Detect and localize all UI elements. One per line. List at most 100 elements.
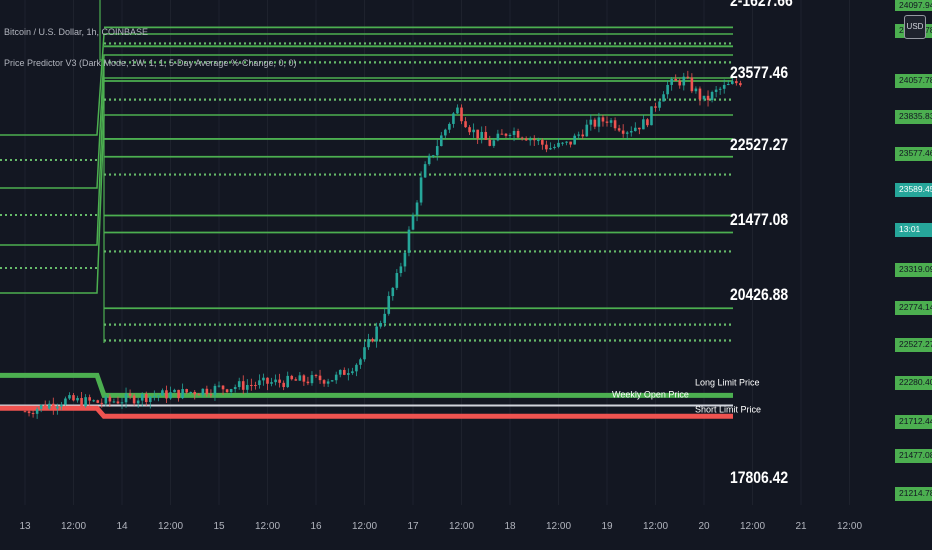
time-axis-label: 12:00 [157, 521, 184, 532]
candle-body [415, 202, 419, 216]
candle-body [698, 88, 702, 100]
candle-body [638, 127, 641, 130]
symbol-legend[interactable]: Bitcoin / U.S. Dollar, 1h, COINBASE [4, 27, 149, 37]
candle-body [403, 252, 407, 267]
candle-body [326, 381, 330, 384]
candle-body [726, 83, 730, 85]
short-limit-label: Short Limit Price [695, 404, 761, 414]
candle-body [589, 119, 593, 125]
candle-body [464, 121, 467, 128]
time-axis-label: 12:00 [545, 521, 572, 532]
price-scale[interactable]: 24097.9424320.7824057.7823835.8323577.46… [895, 0, 932, 505]
price-scale-label: 22774.14 [895, 301, 932, 315]
candle-body [674, 78, 678, 81]
candle-body [435, 146, 439, 156]
candle-body [577, 134, 581, 136]
candle-body [625, 132, 629, 134]
candle-body [116, 401, 120, 404]
candle-body [47, 403, 51, 409]
candle-body [399, 266, 403, 274]
candle-body [484, 131, 488, 140]
candle-body [108, 396, 112, 402]
candle-body [460, 107, 463, 122]
long-limit-line [0, 372, 733, 398]
candle-body [136, 400, 140, 404]
time-axis-label: 12:00 [739, 521, 766, 532]
candle-body [266, 377, 269, 384]
candle-body [545, 144, 548, 150]
candle-body [363, 347, 366, 360]
candle-body [217, 385, 221, 387]
candle-body [722, 84, 726, 89]
candle-body [338, 369, 342, 375]
time-axis-label: 12:00 [254, 521, 281, 532]
weekly-open-label: Weekly Open Price [612, 389, 689, 399]
candle-body [500, 133, 504, 135]
candle-body [205, 388, 209, 395]
candle-body [250, 384, 253, 386]
candle-body [201, 388, 205, 395]
candle-body [524, 138, 528, 141]
price-scale-label: 23835.83 [895, 110, 932, 124]
level-price-label: 23577.46 [730, 64, 788, 83]
candle-body [35, 408, 39, 414]
candle-body [221, 385, 225, 390]
time-axis-label: 21 [795, 521, 807, 532]
candle-body [387, 296, 391, 314]
price-chart[interactable]: 2-1627.66 23577.46 22527.27 21477.08 20426.8… [0, 0, 895, 505]
time-axis-label: 16 [310, 521, 322, 532]
candle-body [419, 177, 423, 203]
candle-body [569, 141, 572, 145]
candle-body [310, 375, 314, 384]
candle-body [189, 391, 193, 393]
time-axis-label: 13 [19, 521, 31, 532]
level-price-label: 21477.08 [730, 211, 788, 230]
candle-body [391, 287, 395, 297]
candle-body [650, 106, 653, 126]
candle-body [379, 323, 382, 327]
candle-body [532, 138, 536, 141]
price-scale-label: 23319.09 [895, 263, 932, 277]
candle-body [120, 402, 124, 404]
candle-body [492, 140, 496, 146]
time-axis[interactable]: 13 12:00 14 12:00 15 12:00 16 12:00 17 12:00 18 12:… [0, 505, 932, 550]
candle-body [225, 389, 229, 393]
candle-body [314, 375, 318, 377]
candle-body [100, 402, 104, 404]
previous-week-level-line [0, 77, 733, 246]
candle-body [165, 390, 168, 399]
candle-body [80, 398, 83, 407]
current-price-label: 13:01 [895, 223, 932, 237]
candle-body [541, 140, 544, 145]
candle-body [581, 134, 585, 137]
candle-body [573, 135, 576, 145]
candle-body [629, 131, 633, 133]
candle-body [359, 359, 362, 365]
time-axis-label: 12:00 [448, 521, 475, 532]
candle-body [72, 395, 75, 401]
candle-body [237, 381, 241, 388]
currency-button[interactable]: USD [904, 15, 926, 39]
previous-week-level-line [0, 33, 733, 136]
candle-body [294, 379, 298, 381]
indicator-legend[interactable]: Price Predictor V3 (Dark Mode, 1W, 1, 1,… [4, 58, 297, 68]
candle-body [448, 123, 451, 130]
candle-body [468, 127, 471, 133]
candle-body [739, 83, 742, 86]
candle-body [597, 117, 601, 127]
candle-body [686, 76, 690, 78]
candle-body [658, 101, 661, 108]
level-price-label: 2-1627.66 [730, 0, 793, 10]
candle-body [330, 380, 334, 382]
current-price-label: 23589.45 [895, 183, 932, 197]
candle-body [694, 88, 698, 92]
time-axis-label: 15 [213, 521, 225, 532]
candle-body [654, 106, 657, 108]
time-axis-label: 14 [116, 521, 128, 532]
candle-body [306, 381, 310, 384]
candle-body [254, 385, 257, 387]
candle-body [302, 375, 306, 382]
level-price-label: 17806.42 [730, 469, 788, 488]
candle-body [411, 215, 415, 230]
candle-body [64, 398, 67, 405]
